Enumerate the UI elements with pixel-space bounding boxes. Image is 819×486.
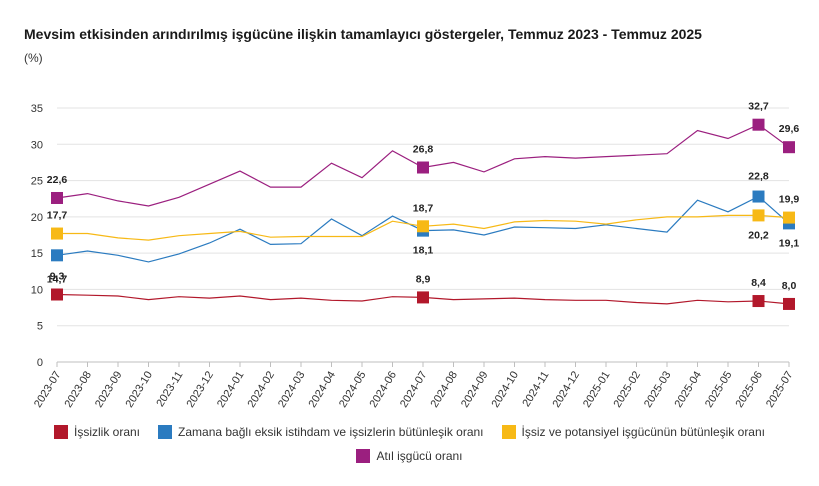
data-label: 22,8 bbox=[748, 171, 769, 183]
legend-swatch-zamana-bagli bbox=[158, 425, 173, 439]
data-marker bbox=[51, 249, 63, 262]
data-label: 18,1 bbox=[413, 245, 434, 257]
x-tick-label: 2023-10 bbox=[123, 369, 155, 410]
legend-item-issizlik[interactable]: İşsizlik oranı bbox=[54, 425, 140, 439]
data-label: 32,7 bbox=[748, 101, 769, 113]
x-tick-label: 2025-07 bbox=[764, 369, 796, 410]
x-tick-label: 2024-08 bbox=[428, 369, 460, 410]
x-tick-label: 2024-01 bbox=[215, 369, 247, 410]
legend-swatch-potansiyel bbox=[501, 425, 516, 439]
y-tick-label: 15 bbox=[31, 248, 43, 260]
x-tick-label: 2024-07 bbox=[398, 369, 430, 410]
legend-item-zamana-bagli[interactable]: Zamana bağlı eksik istihdam ve işsizleri… bbox=[158, 425, 484, 439]
legend-label-zamana-bagli: Zamana bağlı eksik istihdam ve işsizleri… bbox=[178, 425, 484, 439]
legend-swatch-issizlik bbox=[54, 425, 68, 439]
x-tick-label: 2024-12 bbox=[550, 369, 582, 410]
data-label: 22,6 bbox=[47, 174, 68, 186]
legend-item-atil[interactable]: Atıl işgücü oranı bbox=[356, 449, 463, 463]
x-tick-label: 2024-09 bbox=[459, 369, 491, 410]
data-marker bbox=[783, 141, 795, 154]
data-marker bbox=[752, 209, 765, 222]
x-tick-label: 2025-04 bbox=[672, 369, 704, 410]
x-tick-label: 2024-04 bbox=[306, 369, 338, 410]
x-tick-label: 2024-06 bbox=[367, 369, 399, 410]
unit-label: (%) bbox=[24, 51, 43, 65]
y-tick-label: 0 bbox=[37, 357, 43, 369]
y-tick-label: 30 bbox=[31, 139, 43, 151]
x-tick-label: 2025-01 bbox=[581, 369, 613, 410]
data-marker bbox=[417, 291, 429, 304]
x-tick-label: 2023-12 bbox=[184, 369, 216, 410]
chart-title: Mevsim etkisinden arındırılmış işgücüne … bbox=[24, 26, 702, 42]
x-tick-label: 2025-03 bbox=[642, 369, 674, 410]
legend-item-potansiyel[interactable]: İşsiz ve potansiyel işgücünün bütünleşik… bbox=[501, 425, 765, 439]
data-label: 20,2 bbox=[748, 229, 769, 241]
x-tick-label: 2023-08 bbox=[62, 369, 94, 410]
data-label: 29,6 bbox=[779, 123, 800, 135]
y-tick-label: 25 bbox=[31, 176, 43, 188]
data-marker bbox=[752, 190, 765, 203]
data-label: 8,9 bbox=[416, 273, 431, 285]
x-tick-label: 2025-05 bbox=[703, 369, 735, 410]
data-marker bbox=[783, 211, 795, 224]
y-tick-label: 5 bbox=[37, 321, 43, 333]
data-label: 14,7 bbox=[47, 273, 68, 285]
data-label: 9,3 bbox=[50, 271, 65, 283]
data-marker bbox=[417, 161, 429, 174]
x-tick-label: 2025-02 bbox=[611, 369, 643, 410]
data-label: 17,7 bbox=[47, 210, 68, 222]
y-tick-label: 35 bbox=[31, 103, 43, 115]
legend-label-issizlik: İşsizlik oranı bbox=[74, 425, 141, 439]
data-label: 8,0 bbox=[782, 280, 797, 292]
data-label: 26,8 bbox=[413, 144, 434, 156]
data-marker bbox=[417, 220, 429, 233]
legend-label-potansiyel: İşsiz ve potansiyel işgücünün bütünleşik… bbox=[521, 425, 765, 439]
x-tick-label: 2024-10 bbox=[489, 369, 521, 410]
data-marker bbox=[51, 227, 63, 240]
x-tick-label: 2023-09 bbox=[93, 369, 125, 410]
x-tick-label: 2024-02 bbox=[245, 369, 277, 410]
data-marker bbox=[752, 295, 765, 308]
x-tick-label: 2024-03 bbox=[276, 369, 308, 410]
data-label: 19,9 bbox=[779, 194, 800, 206]
x-tick-label: 2023-11 bbox=[154, 369, 185, 409]
line-chart: 051015202530352023-072023-082023-092023-… bbox=[31, 101, 800, 410]
x-tick-label: 2023-07 bbox=[32, 369, 64, 410]
legend: İşsizlik oranı Zamana bağlı eksik istihd… bbox=[0, 425, 819, 473]
data-marker bbox=[783, 297, 795, 310]
x-tick-label: 2025-06 bbox=[733, 369, 765, 410]
x-tick-label: 2024-11 bbox=[520, 369, 551, 409]
legend-swatch-atil bbox=[356, 449, 371, 463]
x-tick-label: 2024-05 bbox=[337, 369, 369, 410]
data-marker bbox=[51, 288, 63, 301]
data-marker bbox=[51, 191, 63, 204]
legend-label-atil: Atıl işgücü oranı bbox=[376, 449, 463, 463]
y-tick-label: 20 bbox=[31, 212, 43, 224]
data-label: 19,1 bbox=[779, 237, 800, 249]
data-marker bbox=[752, 118, 765, 131]
y-tick-label: 10 bbox=[31, 284, 43, 296]
data-label: 18,7 bbox=[413, 202, 434, 214]
data-label: 8,4 bbox=[751, 277, 766, 289]
